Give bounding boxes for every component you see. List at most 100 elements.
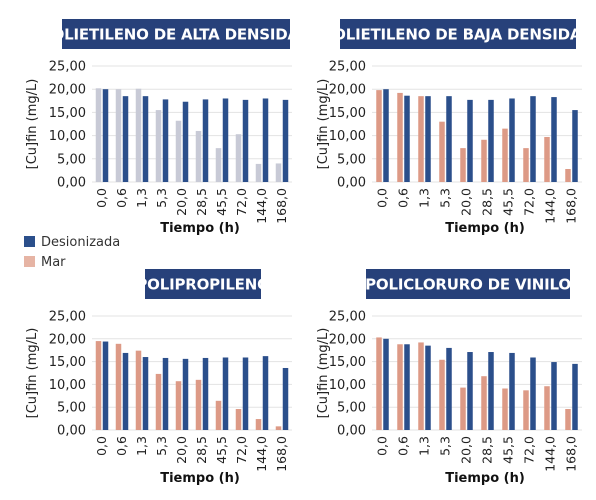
bar-mar-8 bbox=[544, 386, 550, 430]
bar-desionizada-7 bbox=[242, 99, 249, 182]
x-axis-label: Tiempo (h) bbox=[445, 471, 525, 486]
x-axis-label: Tiempo (h) bbox=[445, 221, 525, 236]
x-tick-label: 144,0 bbox=[543, 188, 558, 224]
x-tick-label: 144,0 bbox=[254, 188, 269, 224]
bar-mar-5 bbox=[195, 379, 202, 430]
bar-desionizada-9 bbox=[572, 110, 578, 182]
x-tick-label: 0,6 bbox=[114, 436, 129, 456]
chart-title: POLICLORURO DE VINILO bbox=[365, 276, 571, 294]
bar-mar-2 bbox=[135, 350, 142, 430]
bar-desionizada-0 bbox=[383, 89, 389, 182]
x-tick-label: 144,0 bbox=[254, 436, 269, 472]
x-tick-label: 5,3 bbox=[154, 436, 169, 456]
bar-desionizada-1 bbox=[122, 352, 129, 430]
legend-swatch-desionizada bbox=[24, 236, 35, 247]
y-axis-label: [Cu]fin (mg/L) bbox=[316, 328, 331, 419]
bar-desionizada-9 bbox=[282, 367, 289, 430]
chart-panel: POLICLORURO DE VINILO 0,00 5,00 10,00 15,00 2… bbox=[316, 269, 582, 486]
bar-mar-6 bbox=[502, 128, 508, 182]
bar-desionizada-8 bbox=[551, 362, 557, 430]
bar-mar-2 bbox=[418, 96, 424, 182]
y-tick-label: 20,00 bbox=[49, 332, 86, 347]
y-tick-label: 10,00 bbox=[329, 129, 366, 144]
bar-desionizada-8 bbox=[262, 356, 269, 430]
bar-desionizada-0 bbox=[102, 89, 109, 182]
y-tick-label: 15,00 bbox=[49, 106, 86, 121]
chart-title: POLIETILENO DE BAJA DENSIDAD bbox=[322, 26, 593, 44]
y-tick-label: 0,00 bbox=[57, 176, 86, 191]
y-tick-label: 25,00 bbox=[329, 310, 366, 325]
bar-desionizada-8 bbox=[551, 97, 557, 182]
bar-mar-6 bbox=[215, 400, 222, 430]
y-tick-label: 20,00 bbox=[49, 83, 86, 98]
x-tick-label: 45,5 bbox=[214, 188, 229, 216]
bar-mar-2 bbox=[135, 88, 142, 182]
chart-panel: POLIETILENO DE BAJA DENSIDAD 0,00 5,00 10,0… bbox=[316, 19, 594, 236]
bar-desionizada-4 bbox=[182, 101, 189, 182]
y-tick-label: 10,00 bbox=[49, 129, 86, 144]
bar-desionizada-9 bbox=[572, 363, 578, 430]
bar-desionizada-1 bbox=[404, 344, 410, 430]
bar-desionizada-5 bbox=[488, 352, 494, 430]
x-tick-label: 45,5 bbox=[501, 188, 516, 216]
y-tick-label: 25,00 bbox=[329, 60, 366, 75]
bar-desionizada-3 bbox=[162, 357, 169, 430]
y-tick-label: 20,00 bbox=[329, 83, 366, 98]
x-tick-label: 28,5 bbox=[194, 188, 209, 216]
bar-desionizada-0 bbox=[102, 341, 109, 430]
x-tick-label: 0,6 bbox=[114, 188, 129, 208]
y-tick-label: 25,00 bbox=[49, 310, 86, 325]
x-tick-label: 72,0 bbox=[234, 188, 249, 216]
chart-panel: POLIETILENO DE ALTA DENSIDAD 0,00 5,00 10,0… bbox=[25, 19, 311, 236]
bar-desionizada-3 bbox=[162, 99, 169, 182]
bar-mar-3 bbox=[439, 121, 445, 182]
y-axis-label: [Cu]fin (mg/L) bbox=[25, 79, 40, 170]
x-tick-label: 28,5 bbox=[480, 436, 495, 464]
bar-mar-6 bbox=[215, 148, 222, 182]
bar-desionizada-2 bbox=[425, 96, 431, 182]
x-tick-label: 72,0 bbox=[522, 436, 537, 464]
y-tick-label: 0,00 bbox=[57, 424, 86, 439]
y-tick-label: 5,00 bbox=[337, 152, 366, 167]
bar-desionizada-2 bbox=[142, 96, 149, 182]
x-tick-label: 0,0 bbox=[375, 436, 390, 456]
chart-title: POLIETILENO DE ALTA DENSIDAD bbox=[41, 26, 311, 44]
x-tick-label: 0,6 bbox=[396, 436, 411, 456]
bar-mar-9 bbox=[565, 409, 571, 430]
bar-mar-8 bbox=[255, 163, 262, 182]
bar-mar-9 bbox=[275, 426, 282, 430]
x-tick-label: 5,3 bbox=[154, 188, 169, 208]
bar-desionizada-2 bbox=[142, 357, 149, 430]
bar-mar-4 bbox=[175, 381, 182, 430]
y-tick-label: 10,00 bbox=[49, 378, 86, 393]
bar-mar-5 bbox=[195, 130, 202, 182]
y-tick-label: 5,00 bbox=[337, 401, 366, 416]
bar-mar-4 bbox=[460, 148, 466, 182]
bar-mar-3 bbox=[439, 359, 445, 430]
y-tick-label: 15,00 bbox=[329, 106, 366, 121]
bar-desionizada-3 bbox=[446, 96, 452, 182]
x-tick-label: 168,0 bbox=[564, 188, 579, 224]
bar-desionizada-6 bbox=[509, 352, 515, 430]
bar-mar-9 bbox=[565, 169, 571, 182]
bar-mar-9 bbox=[275, 163, 282, 182]
x-tick-label: 72,0 bbox=[234, 436, 249, 464]
chart-panel: POLIPROPILENO 0,00 5,00 10,00 15,00 20,00 25,0… bbox=[25, 269, 292, 486]
y-tick-label: 10,00 bbox=[329, 378, 366, 393]
bar-desionizada-1 bbox=[122, 96, 129, 182]
bar-desionizada-5 bbox=[202, 357, 209, 430]
x-tick-label: 168,0 bbox=[564, 436, 579, 472]
bar-mar-1 bbox=[115, 89, 122, 182]
bar-desionizada-8 bbox=[262, 98, 269, 182]
bar-mar-0 bbox=[376, 337, 382, 430]
bar-mar-1 bbox=[397, 344, 403, 430]
bar-mar-5 bbox=[481, 139, 487, 182]
y-tick-label: 20,00 bbox=[329, 332, 366, 347]
bar-mar-5 bbox=[481, 376, 487, 430]
x-tick-label: 0,0 bbox=[94, 436, 109, 456]
bar-mar-0 bbox=[95, 88, 102, 182]
x-tick-label: 5,3 bbox=[438, 436, 453, 456]
x-tick-label: 0,0 bbox=[375, 188, 390, 208]
y-tick-label: 0,00 bbox=[337, 424, 366, 439]
